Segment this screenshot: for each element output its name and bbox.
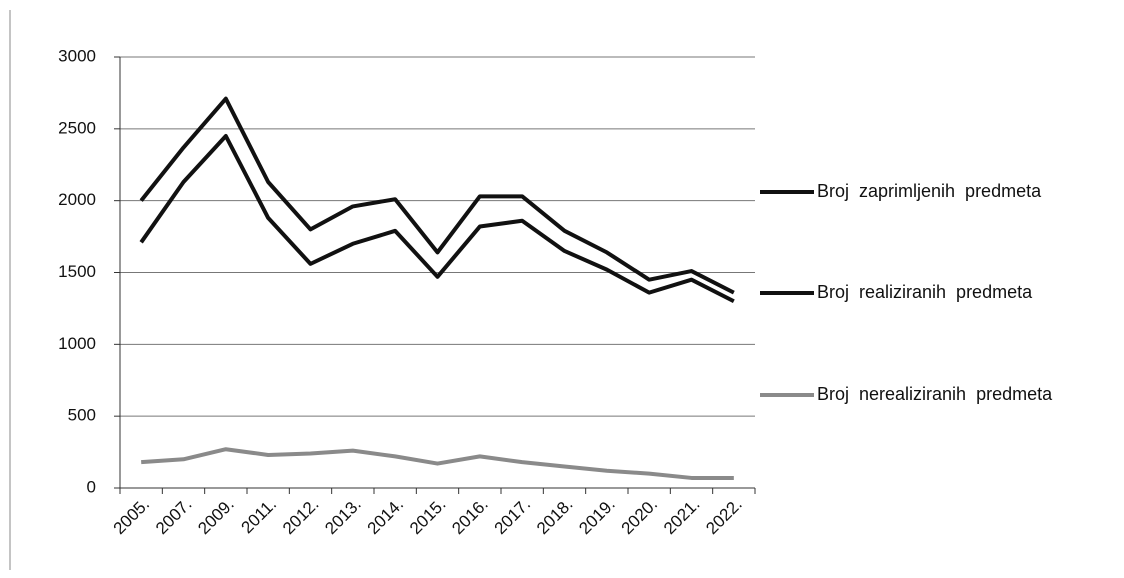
- y-tick-label: 2000: [58, 190, 96, 209]
- y-tick-label: 500: [68, 406, 96, 425]
- x-tick-label: 2022.: [702, 495, 746, 539]
- y-tick-label: 1000: [58, 334, 96, 353]
- series-line: [139, 96, 735, 295]
- x-tick-label: 2014.: [364, 495, 408, 539]
- x-tick-label: 2015.: [406, 495, 450, 539]
- legend-label: Broj realiziranih predmeta: [817, 282, 1033, 302]
- series-line: [141, 447, 734, 480]
- x-tick-label: 2011.: [238, 495, 281, 538]
- y-tick-label: 1500: [58, 262, 96, 281]
- x-tick-label: 2013.: [321, 495, 365, 539]
- x-tick-label: 2017.: [491, 495, 535, 539]
- x-tick-label: 2020.: [618, 495, 662, 539]
- x-tick-label: 2009.: [194, 495, 238, 539]
- legend-label: Broj nerealiziranih predmeta: [817, 384, 1053, 404]
- legend-label: Broj zaprimljenih predmeta: [817, 181, 1042, 201]
- x-tick-label: 2019.: [575, 495, 619, 539]
- y-tick-label: 2500: [58, 118, 96, 137]
- x-tick-label: 2021.: [660, 495, 704, 539]
- x-tick-label: 2007.: [152, 495, 196, 539]
- series-line: [139, 134, 735, 304]
- y-tick-label: 3000: [58, 46, 96, 65]
- y-tick-label: 0: [87, 477, 96, 496]
- x-tick-label: 2016.: [448, 495, 492, 539]
- x-tick-label: 2012.: [279, 495, 323, 539]
- x-tick-label: 2018.: [533, 495, 577, 539]
- x-tick-label: 2005.: [110, 495, 154, 539]
